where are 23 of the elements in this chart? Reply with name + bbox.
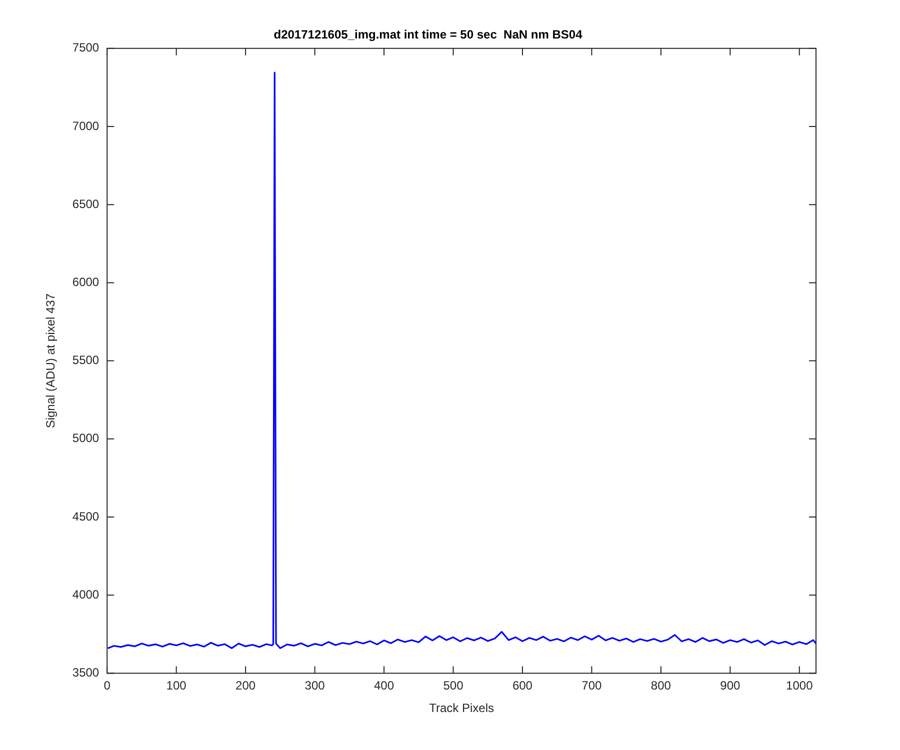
- x-tick-label: 600: [512, 678, 533, 693]
- y-tick-label: 4500: [72, 509, 100, 524]
- x-tick-label: 900: [720, 678, 740, 693]
- y-tick-label: 5500: [72, 353, 100, 368]
- y-tick-label: 6500: [72, 196, 100, 211]
- x-tick-label: 700: [582, 678, 602, 693]
- y-tick-label: 3500: [72, 666, 100, 680]
- y-tick-label: 5000: [72, 431, 100, 446]
- x-tick-label: 500: [443, 678, 464, 693]
- x-tick-label: 200: [236, 678, 256, 693]
- y-tick-label: 4000: [72, 587, 100, 602]
- y-tick-label: 7500: [72, 40, 100, 55]
- x-tick-label: 0: [104, 678, 111, 693]
- x-tick-label: 300: [304, 678, 326, 693]
- x-tick-label: 800: [650, 678, 672, 693]
- x-tick-label: 100: [166, 678, 187, 693]
- chart-title: d2017121605_img.mat int time = 50 sec NaN nm BS04: [274, 28, 583, 42]
- x-axis-title: Track Pixels: [429, 701, 494, 716]
- y-tick-label: 7000: [72, 118, 100, 133]
- x-tick-label: 400: [374, 678, 394, 693]
- x-tick-label: 1000: [786, 678, 814, 693]
- y-tick-label: 6000: [72, 275, 100, 290]
- y-axis-title: Signal (ADU) at pixel 437: [44, 293, 58, 428]
